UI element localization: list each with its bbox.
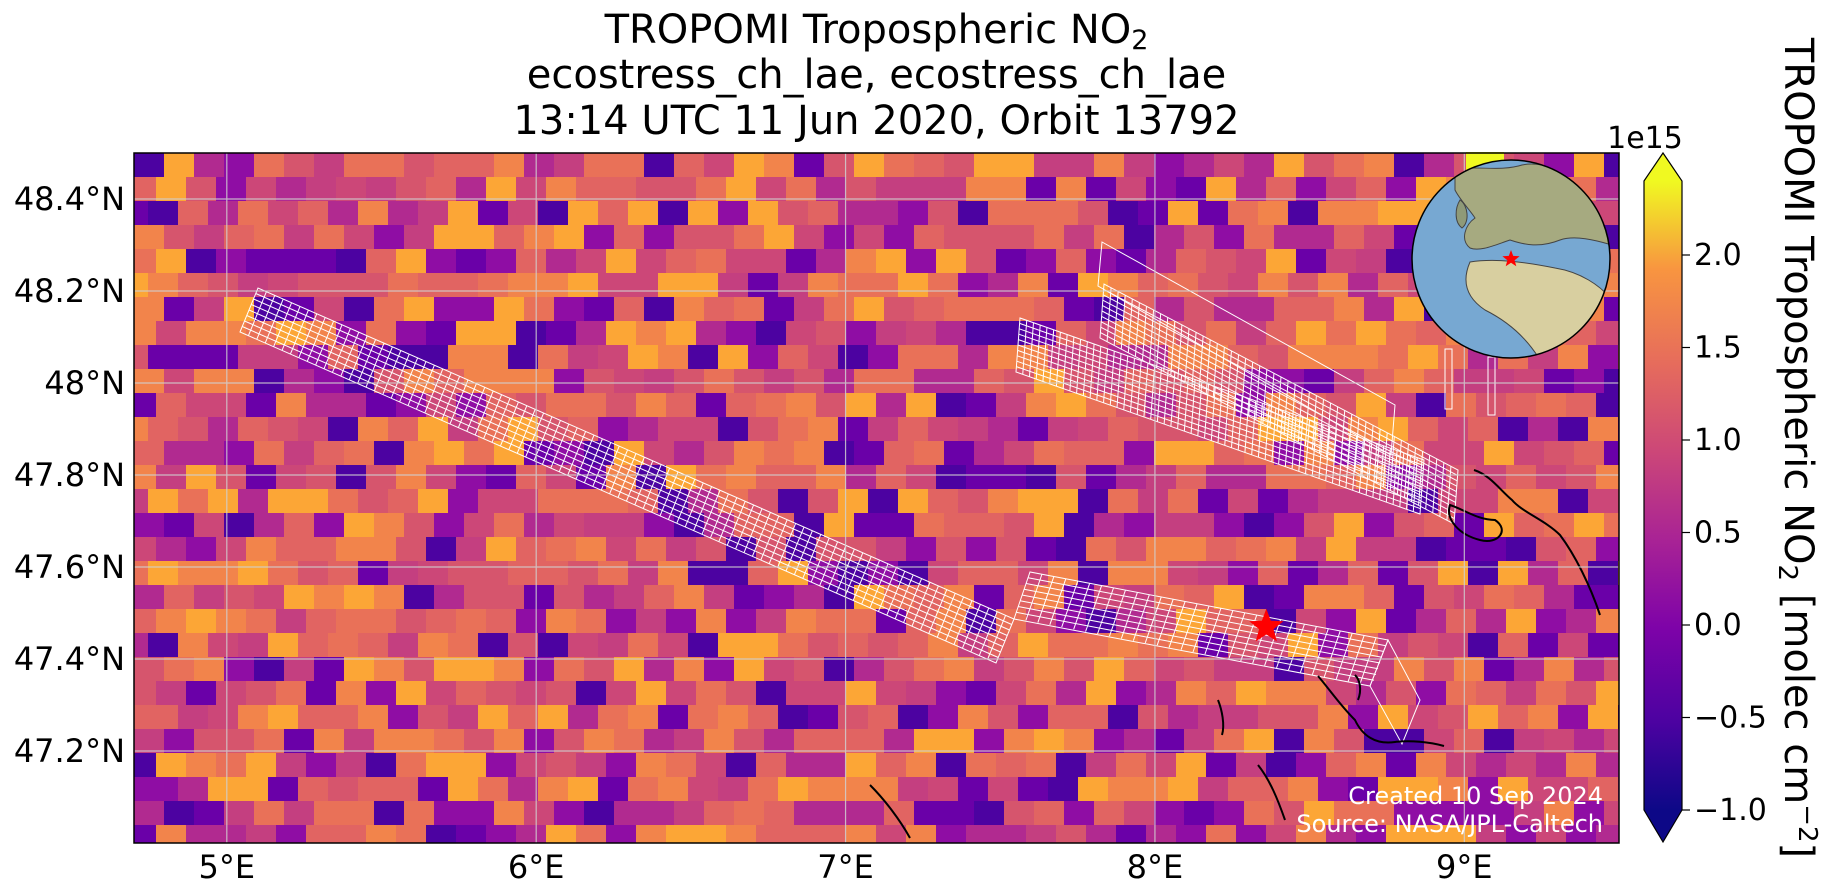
y-tick-label: 48.2°N (14, 272, 125, 310)
gridlines (134, 153, 1619, 843)
x-axis: 5°E 6°E 7°E 8°E 9°E (199, 848, 1493, 886)
map-title-line1: TROPOMI Tropospheric NO2 (604, 7, 1149, 56)
colorbar-tick-label: 2.0 (1694, 238, 1742, 273)
ecostress-swaths (239, 241, 1496, 746)
created-annotation: Created 10 Sep 2024 (1348, 782, 1603, 810)
colorbar-multiplier: 1e15 (1607, 121, 1683, 156)
inset-globe (1411, 159, 1611, 359)
source-annotation: Source: NASA/JPL-Caltech (1296, 810, 1603, 838)
x-tick-label: 8°E (1127, 848, 1184, 886)
x-tick-label: 7°E (817, 848, 874, 886)
colorbar-tick-label: 1.0 (1694, 423, 1742, 458)
colorbar-gradient (1644, 181, 1682, 810)
map-title-line2: ecostress_ch_lae, ecostress_ch_lae (526, 52, 1227, 98)
colorbar-extend-min (1644, 810, 1682, 842)
x-tick-label: 9°E (1436, 848, 1493, 886)
colorbar-tick-label: 0.5 (1694, 516, 1742, 551)
globe-site-star-icon (1502, 250, 1520, 267)
coastlines (869, 469, 1601, 839)
site-marker-star-icon (1249, 608, 1284, 642)
colorbar: −1.0 −0.5 0.0 0.5 1.0 1.5 2.0 1e15 (1607, 121, 1767, 844)
y-tick-label: 48.4°N (14, 180, 125, 218)
colorbar-extend-max (1644, 153, 1682, 181)
colorbar-tick-label: 0.0 (1694, 608, 1742, 643)
colorbar-label: TROPOMI Tropospheric NO2 [molec cm−2] (1772, 37, 1822, 859)
y-axis: 47.2°N 47.4°N 47.6°N 47.8°N 48°N 48.2°N 48.4°N (14, 180, 125, 770)
map-frame (133, 152, 1620, 844)
map-title-line3: 13:14 UTC 11 Jun 2020, Orbit 13792 (513, 98, 1240, 144)
y-tick-label: 47.4°N (14, 640, 125, 678)
y-tick-label: 48°N (44, 364, 125, 402)
no2-raster (134, 153, 1619, 843)
y-tick-label: 47.2°N (14, 732, 125, 770)
y-tick-label: 47.6°N (14, 548, 125, 586)
x-tick-label: 5°E (199, 848, 256, 886)
y-tick-label: 47.8°N (14, 456, 125, 494)
colorbar-tick-label: −1.0 (1694, 793, 1767, 828)
colorbar-tick-label: −0.5 (1694, 701, 1767, 736)
colorbar-tick-label: 1.5 (1694, 331, 1742, 366)
x-tick-label: 6°E (508, 848, 565, 886)
